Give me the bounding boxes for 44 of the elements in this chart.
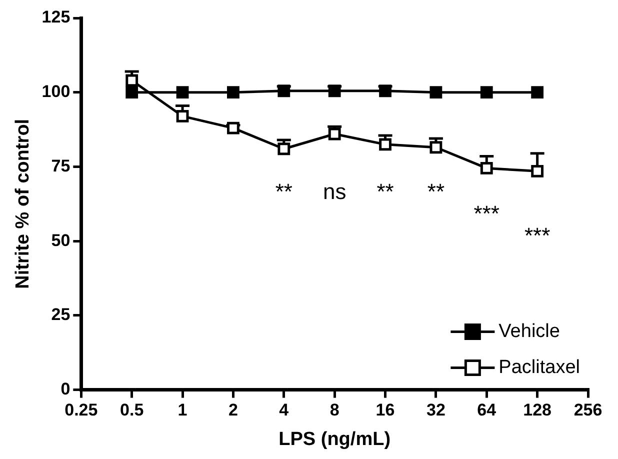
y-tick-label: 50 [51,230,70,250]
point [328,84,341,98]
point [379,138,392,151]
x-tick-label: 2 [228,400,238,420]
annotation: ** [275,178,293,204]
point [278,84,290,98]
x-tick-label: 1 [178,400,188,420]
x-tick-label: 256 [574,400,602,420]
point [227,122,240,134]
point [126,86,138,99]
point [379,84,392,98]
y-tick-label: 0 [60,379,70,398]
x-tick-label: 32 [426,400,446,420]
x-tick-label: 64 [477,400,497,420]
y-tick-label: 75 [51,156,70,176]
y-tick-label: 100 [42,82,70,102]
point [531,86,544,99]
legend-label: Paclitaxel [498,357,580,378]
point [176,110,189,122]
y-tick-label: 125 [42,8,70,27]
y-axis-title: Nitrite % of control [12,118,34,289]
x-axis-title: LPS (ng/mL) [278,428,391,450]
x-tick-label: 16 [376,400,395,420]
legend-label: Vehicle [498,321,560,342]
x-tick-label: 128 [523,400,552,420]
point [430,86,442,99]
x-tick-label: 4 [279,400,290,420]
point [430,141,442,154]
point [480,162,493,174]
x-tick-label: 0.25 [64,400,98,420]
point [278,142,290,156]
point [328,128,341,140]
x-tick-label: 8 [330,400,340,420]
x-tick-label: 0.5 [120,400,144,420]
point [531,164,544,178]
point [126,74,138,87]
point [176,86,189,99]
annotation: ns [322,178,346,204]
point [227,86,240,99]
y-tick-label: 25 [51,305,70,324]
annotation: *** [524,222,551,248]
text: ** ** [376,178,445,204]
point [480,86,493,99]
annotation: *** [474,200,500,226]
